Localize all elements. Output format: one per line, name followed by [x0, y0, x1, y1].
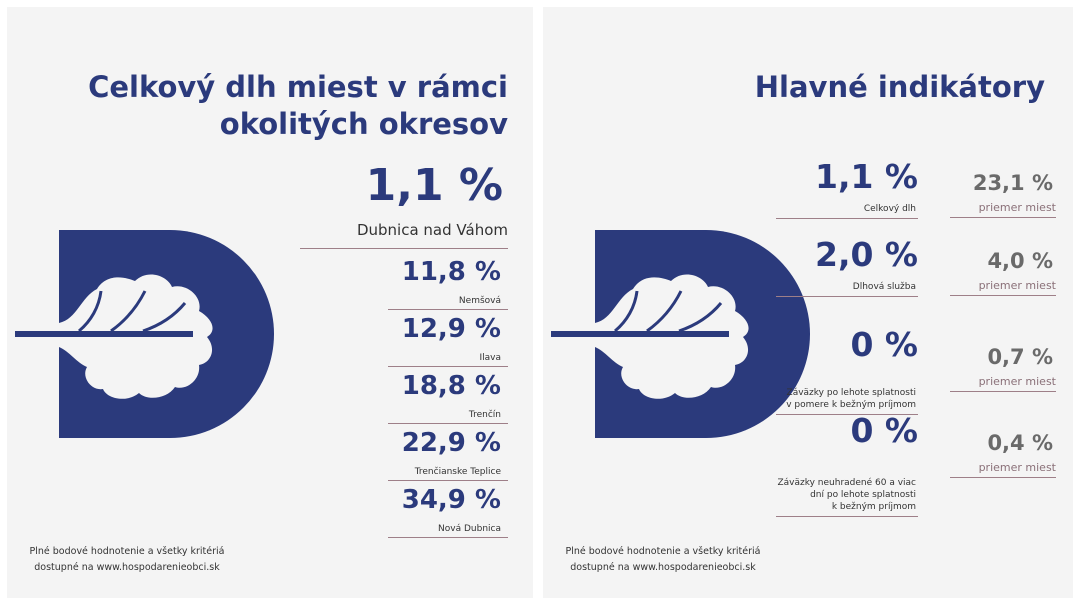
- divider: [388, 537, 508, 538]
- title-line: okolitých okresov: [219, 107, 508, 141]
- indicator-label-line: Záväzky neuhradené 60 a viac: [777, 478, 916, 488]
- indicator-label: Záväzky po lehote splatnosti v pomere k b…: [716, 387, 916, 411]
- divider: [776, 414, 918, 415]
- divider: [388, 480, 508, 481]
- average-value: 0,4 %: [987, 431, 1053, 455]
- divider: [776, 296, 918, 297]
- divider: [388, 423, 508, 424]
- footer-note: Plné bodové hodnotenie a všetky kritériá…: [27, 544, 227, 576]
- indicator-label-line: k bežným príjmom: [831, 502, 916, 512]
- divider: [776, 516, 918, 517]
- main-label: Dubnica nad Váhom: [356, 221, 508, 239]
- indicator-label: Záväzky neuhradené 60 a viac dní po lehot…: [716, 477, 916, 513]
- city-value: 18,8 %: [401, 371, 501, 401]
- footer-line: Plné bodové hodnotenie a všetky kritériá: [29, 546, 225, 557]
- indicator-value: 0 %: [850, 411, 918, 450]
- average-label: priemer miest: [978, 375, 1056, 388]
- divider: [388, 309, 508, 310]
- city-value: 22,9 %: [401, 428, 501, 458]
- city-value: 12,9 %: [401, 314, 501, 344]
- divider: [300, 248, 508, 249]
- average-label: priemer miest: [978, 461, 1056, 474]
- divider: [388, 366, 508, 367]
- city-label: Trenčín: [468, 410, 501, 420]
- divider: [950, 295, 1056, 296]
- page-title: Celkový dlh miest v rámci okolitých okre…: [28, 69, 508, 143]
- title-line: Celkový dlh miest v rámci: [88, 70, 508, 104]
- indicator-label-line: Celkový dlh: [863, 204, 916, 214]
- average-label: priemer miest: [978, 279, 1056, 292]
- indicator-value: 1,1 %: [814, 157, 918, 196]
- divider: [950, 391, 1056, 392]
- footer-line: Plné bodové hodnotenie a všetky kritériá: [565, 546, 761, 557]
- indicator-label-line: dní po lehote splatnosti: [810, 490, 916, 500]
- average-label: priemer miest: [978, 201, 1056, 214]
- left-panel: Celkový dlh miest v rámci okolitých okre…: [7, 7, 533, 598]
- city-value: 34,9 %: [401, 485, 501, 515]
- indicator-value: 0 %: [850, 325, 918, 364]
- footer-note: Plné bodové hodnotenie a všetky kritériá…: [563, 544, 763, 576]
- city-label: Trenčianske Teplice: [414, 467, 501, 477]
- city-label: Ilava: [479, 353, 501, 363]
- oak-leaf-d-logo: [551, 230, 810, 438]
- indicator-label: Celkový dlh: [716, 203, 916, 215]
- footer-line: dostupné na www.hospodarenieobci.sk: [570, 562, 756, 573]
- main-value: 1,1 %: [365, 160, 503, 211]
- city-label: Nemšová: [458, 296, 501, 306]
- indicator-label: Dlhová služba: [716, 281, 916, 293]
- indicator-value: 2,0 %: [814, 235, 918, 274]
- divider: [776, 218, 918, 219]
- right-panel: Hlavné indikátory 1,1 % Celkový dlh 23,1…: [543, 7, 1073, 598]
- page-title: Hlavné indikátory: [754, 70, 1045, 104]
- city-value: 11,8 %: [401, 257, 501, 287]
- divider: [950, 477, 1056, 478]
- divider: [950, 217, 1056, 218]
- average-value: 4,0 %: [987, 249, 1053, 273]
- average-value: 0,7 %: [987, 345, 1053, 369]
- average-value: 23,1 %: [972, 171, 1053, 195]
- indicator-label-line: Záväzky po lehote splatnosti: [786, 388, 916, 398]
- oak-leaf-d-logo: [15, 230, 274, 438]
- indicator-label-line: Dlhová služba: [852, 282, 916, 292]
- indicator-label-line: v pomere k bežným príjmom: [786, 400, 916, 410]
- city-label: Nová Dubnica: [438, 524, 501, 534]
- footer-line: dostupné na www.hospodarenieobci.sk: [34, 562, 220, 573]
